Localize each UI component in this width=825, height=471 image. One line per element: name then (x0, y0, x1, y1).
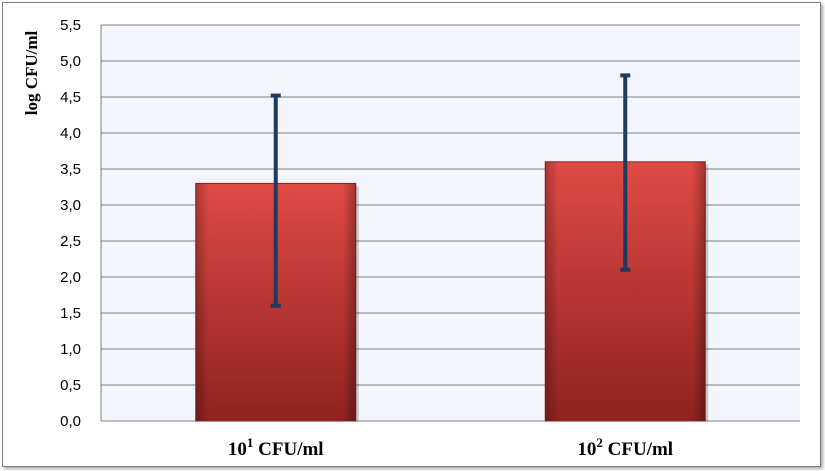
bar-chart: 0,0 0,5 1,0 1,5 2,0 2,5 3,0 3,5 4,0 4,5 5,0 5,5 101… (22, 17, 800, 460)
y-tick-label: 4,0 (60, 125, 81, 142)
y-tick-label: 4,5 (60, 89, 81, 106)
y-tick-label: 1,5 (60, 305, 81, 322)
y-tick-label: 0,5 (60, 377, 81, 394)
y-tick-label: 3,5 (60, 161, 81, 178)
y-tick-label: 2,5 (60, 233, 81, 250)
y-tick-label: 1,0 (60, 341, 81, 358)
y-tick-label: 5,5 (60, 17, 81, 34)
x-category-label: 102 CFU/ml (577, 435, 673, 460)
y-tick-label: 0,0 (60, 413, 81, 430)
y-tick-label: 2,0 (60, 269, 81, 286)
y-tick-label: 5,0 (60, 53, 81, 70)
y-axis-title: log CFU/ml (22, 30, 41, 115)
x-category-label: 101 CFU/ml (228, 435, 324, 460)
y-tick-label: 3,0 (60, 197, 81, 214)
